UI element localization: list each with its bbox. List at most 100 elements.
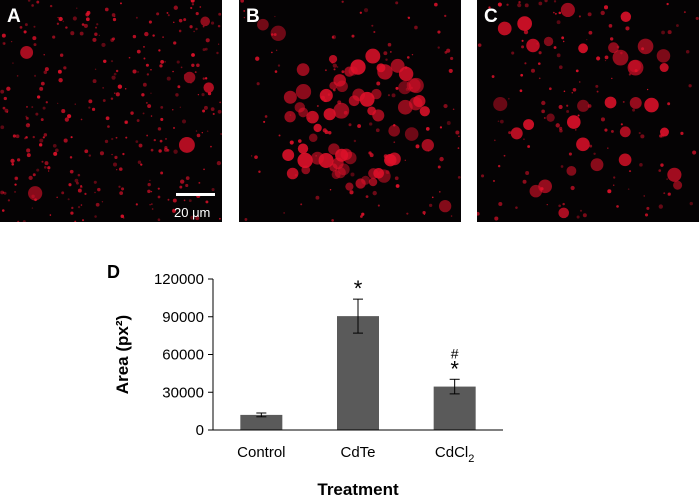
cell-nucleus	[523, 119, 535, 131]
fluorescent-speck	[135, 140, 139, 143]
fluorescent-speck	[130, 111, 134, 115]
fluorescent-speck	[283, 212, 285, 214]
fluorescent-speck	[160, 117, 164, 121]
fluorescent-speck	[561, 36, 565, 40]
fluorescent-speck	[142, 82, 147, 87]
fluorescent-speck	[520, 73, 524, 77]
fluorescent-speck	[414, 25, 418, 30]
fluorescent-speck	[173, 149, 178, 154]
fluorescent-speck	[341, 0, 344, 3]
fluorescent-speck	[44, 67, 49, 72]
fluorescent-speck	[541, 100, 546, 106]
fluorescent-speck	[658, 169, 662, 172]
fluorescent-speck	[80, 184, 83, 188]
cell-nucleus	[566, 165, 577, 176]
fluorescent-speck	[518, 0, 521, 4]
fluorescent-speck	[444, 14, 447, 18]
fluorescent-speck	[43, 53, 45, 56]
fluorescent-speck	[387, 42, 392, 47]
fluorescent-speck	[157, 195, 161, 199]
fluorescent-speck	[72, 16, 77, 21]
fluorescent-speck	[136, 49, 141, 54]
fluorescent-speck	[570, 185, 575, 191]
fluorescent-speck	[611, 77, 613, 80]
fluorescent-speck	[683, 11, 686, 14]
fluorescent-speck	[173, 21, 175, 24]
cell-nucleus	[297, 152, 313, 169]
fluorescent-speck	[19, 25, 23, 29]
fluorescent-speck	[658, 204, 664, 209]
fluorescent-speck	[271, 33, 274, 36]
fluorescent-speck	[61, 109, 66, 114]
fluorescent-speck	[508, 131, 512, 135]
fluorescent-speck	[77, 173, 81, 177]
fluorescent-speck	[99, 151, 105, 156]
fluorescent-speck	[157, 127, 162, 131]
fluorescent-speck	[521, 45, 525, 49]
fluorescent-speck	[74, 103, 76, 105]
fluorescent-speck	[394, 176, 399, 181]
fluorescent-speck	[96, 23, 99, 26]
fluorescent-speck	[2, 41, 6, 45]
fluorescent-speck	[563, 90, 566, 93]
fluorescent-speck	[517, 3, 522, 8]
cell-nucleus	[628, 59, 641, 73]
bar-control	[240, 414, 283, 430]
fluorescent-speck	[69, 156, 73, 159]
fluorescent-speck	[543, 117, 546, 119]
cell-nucleus	[644, 97, 659, 113]
fluorescent-speck	[32, 173, 36, 177]
fluorescent-speck	[157, 187, 160, 190]
fluorescent-speck	[152, 34, 155, 37]
fluorescent-speck	[10, 41, 13, 43]
fluorescent-speck	[104, 139, 109, 144]
cell-nucleus	[398, 80, 412, 95]
fluorescent-speck	[33, 25, 36, 28]
fluorescent-speck	[84, 149, 89, 154]
cell-nucleus	[620, 11, 632, 22]
fluorescent-speck	[437, 46, 440, 49]
fluorescent-speck	[289, 140, 294, 145]
fluorescent-speck	[111, 37, 116, 41]
fluorescent-speck	[588, 30, 593, 35]
fluorescent-speck	[116, 169, 118, 171]
fluorescent-speck	[135, 16, 138, 19]
fluorescent-speck	[70, 136, 73, 139]
cell-nucleus	[493, 97, 508, 112]
fluorescent-speck	[667, 192, 671, 196]
cell-nucleus	[529, 184, 543, 198]
fluorescent-speck	[111, 75, 116, 80]
cell-nucleus	[334, 167, 346, 179]
fluorescent-speck	[189, 25, 193, 29]
fluorescent-speck	[406, 56, 410, 59]
fluorescent-speck	[172, 126, 176, 130]
cell-nucleus	[604, 96, 617, 109]
fluorescent-speck	[110, 60, 114, 63]
fluorescent-speck	[25, 115, 28, 118]
fluorescent-speck	[25, 116, 29, 120]
fluorescent-speck	[97, 187, 101, 192]
cell-nucleus	[368, 168, 379, 179]
fluorescent-speck	[556, 53, 561, 58]
fluorescent-speck	[240, 0, 244, 3]
fluorescent-speck	[190, 6, 193, 10]
x-axis-title: Treatment	[317, 480, 399, 499]
fluorescent-speck	[680, 131, 684, 135]
fluorescent-speck	[202, 48, 206, 52]
cell-nucleus	[438, 199, 452, 213]
fluorescent-speck	[477, 43, 482, 47]
fluorescent-speck	[515, 206, 518, 209]
fluorescent-speck	[627, 188, 630, 190]
fluorescent-speck	[205, 200, 209, 204]
fluorescent-speck	[361, 212, 365, 216]
fluorescent-speck	[210, 107, 215, 111]
fluorescent-speck	[39, 138, 44, 143]
fluorescent-speck	[28, 123, 30, 126]
fluorescent-speck	[63, 138, 68, 143]
cell-nucleus	[308, 133, 318, 143]
fluorescent-speck	[76, 7, 78, 9]
fluorescent-speck	[553, 11, 555, 14]
cell-nucleus	[376, 63, 386, 73]
y-tick-label: 90000	[162, 309, 204, 326]
